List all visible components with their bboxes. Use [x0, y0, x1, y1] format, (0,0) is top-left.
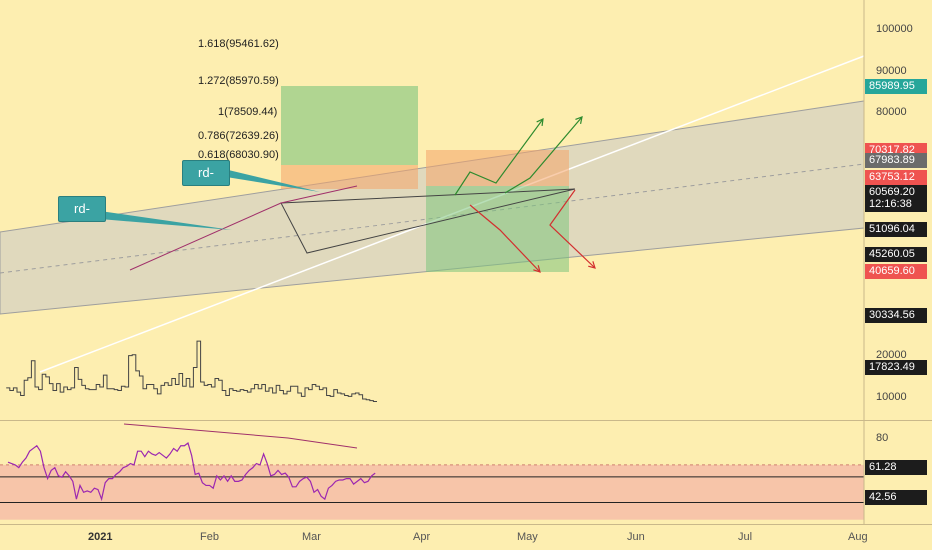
price-label-level: 51096.04	[865, 222, 927, 237]
rsi-tick-80: 80	[876, 432, 889, 444]
price-divergence-line	[129, 185, 358, 271]
projection-box-green	[426, 186, 569, 272]
price-label-zone: 40659.60	[865, 264, 927, 279]
bearish-arrow	[469, 204, 541, 273]
fib-label-0786: 0.786(72639.26)	[198, 130, 279, 142]
bullish-arrow	[454, 118, 544, 196]
bearish-arrow-head	[588, 261, 596, 269]
price-label-last: 60569.20	[865, 185, 927, 200]
volume-series	[6, 340, 377, 402]
fib-label-1: 1(78509.44)	[218, 106, 278, 118]
pane-divider	[0, 420, 932, 421]
fib-label-1618: 1.618(95461.62)	[198, 38, 279, 50]
x-tick-2021: 2021	[88, 531, 113, 543]
rsi-band	[0, 464, 864, 520]
rsi-divergence-line	[123, 423, 358, 449]
x-tick-jul: Jul	[738, 531, 753, 543]
triangle-pattern	[280, 188, 576, 254]
target-box-green	[281, 86, 418, 165]
x-tick-jun: Jun	[627, 531, 645, 543]
axis-divider	[0, 524, 932, 525]
rd-callout-pointer	[100, 211, 232, 230]
bearish-arrow	[549, 189, 596, 269]
x-tick-feb: Feb	[200, 531, 219, 543]
price-label-level: 17823.49	[865, 360, 927, 375]
x-tick-mar: Mar	[302, 531, 321, 543]
x-tick-aug: Aug	[848, 531, 868, 543]
bullish-arrow-head	[575, 116, 583, 124]
rsi-value-label: 61.28	[865, 460, 927, 475]
fib-label-1272: 1.272(85970.59)	[198, 75, 279, 87]
price-label-zone-bottom: 63753.12	[865, 170, 927, 185]
y-tick-10000: 10000	[876, 391, 907, 403]
price-label-level: 45260.05	[865, 247, 927, 262]
rsi-line	[7, 441, 376, 502]
bullish-arrow-head	[536, 117, 544, 127]
y-tick-90000: 90000	[876, 65, 907, 77]
price-label-level: 30334.56	[865, 308, 927, 323]
rd-callout-pointer	[220, 168, 320, 192]
y-tick-80000: 80000	[876, 106, 907, 118]
price-label-high: 67983.89	[865, 153, 927, 168]
fib-label-0618: 0.618(68030.90)	[198, 149, 279, 161]
y-tick-20000: 20000	[876, 349, 907, 361]
rsi-value-label: 42.56	[865, 490, 927, 505]
price-label-target: 85989.95	[865, 79, 927, 94]
y-tick-100000: 100000	[876, 23, 913, 35]
bullish-arrow	[504, 116, 583, 194]
bearish-arrow-head	[533, 265, 541, 273]
target-box-orange	[281, 165, 418, 189]
rd-callout[interactable]: rd-	[58, 196, 106, 222]
rd-callout[interactable]: rd-	[182, 160, 230, 186]
x-tick-may: May	[517, 531, 538, 543]
x-tick-apr: Apr	[413, 531, 431, 543]
countdown-label: 12:16:38	[865, 197, 927, 212]
